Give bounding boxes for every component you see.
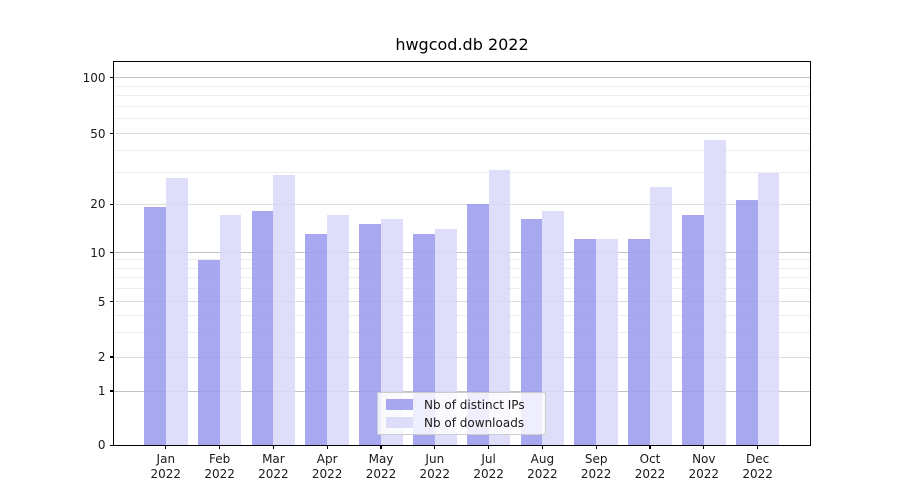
gridline-y-1: [114, 390, 810, 392]
bar-downloads-oct: [650, 186, 672, 445]
gridline-y-30: [114, 172, 810, 174]
gridline-y-40: [114, 150, 810, 152]
chart-title: hwgcod.db 2022: [395, 35, 529, 54]
x-tick-label-dec: Dec 2022: [742, 452, 773, 482]
bar-ips-jul: [466, 203, 489, 445]
bar-ips-jan: [143, 207, 166, 445]
x-tick-aug: [541, 445, 543, 450]
x-tick-label-jul: Jul 2022: [473, 452, 504, 482]
bar-downloads-aug: [542, 211, 565, 445]
x-tick-label-mar: Mar 2022: [258, 452, 289, 482]
gridline-y-10: [114, 252, 810, 253]
y-tick-label-10: 10: [90, 245, 106, 260]
y-tick-5: [109, 300, 114, 303]
y-tick-50: [109, 132, 114, 135]
x-tick-label-nov: Nov 2022: [688, 452, 720, 482]
bar-ips-mar: [251, 211, 274, 445]
gridline-y-3: [114, 331, 810, 333]
y-tick-2: [109, 356, 114, 358]
gridline-y-8: [114, 267, 810, 269]
x-tick-may: [380, 445, 382, 450]
x-tick-mar: [272, 445, 274, 450]
bar-downloads-jul: [488, 170, 511, 445]
bar-downloads-mar: [273, 175, 296, 445]
gridline-y-7: [114, 277, 810, 279]
x-tick-label-may: May 2022: [365, 452, 397, 482]
x-tick-dec: [757, 445, 759, 450]
y-tick-20: [109, 203, 114, 205]
gridline-y-90: [114, 85, 810, 87]
x-tick-nov: [703, 445, 705, 450]
legend-swatch-downloads: [386, 417, 413, 428]
x-tick-label-jun: Jun 2022: [419, 452, 451, 482]
bar-downloads-may: [381, 219, 403, 445]
bar-downloads-apr: [327, 215, 350, 445]
legend-item-distinct-ips: Nb of distinct IPs: [378, 397, 545, 412]
gridline-y-50: [114, 133, 810, 134]
x-tick-apr: [326, 445, 328, 450]
x-tick-jul: [488, 445, 490, 450]
x-tick-jan: [165, 445, 167, 450]
bar-downloads-jan: [165, 177, 188, 445]
legend-swatch-distinct-ips: [386, 399, 413, 410]
x-tick-feb: [219, 445, 221, 450]
gridline-y-80: [114, 95, 810, 97]
bar-downloads-sep: [596, 239, 619, 445]
gridline-y-100: [114, 77, 810, 78]
bar-ips-nov: [681, 215, 704, 445]
gridline-y-70: [114, 105, 810, 107]
bar-downloads-nov: [703, 139, 726, 445]
x-tick-label-apr: Apr 2022: [311, 452, 343, 482]
bar-downloads-jun: [434, 228, 457, 445]
bar-downloads-feb: [219, 215, 242, 445]
y-tick-1: [109, 390, 114, 392]
legend-label-downloads: Nb of downloads: [424, 415, 525, 430]
x-tick-label-feb: Feb 2022: [204, 452, 235, 482]
legend: Nb of distinct IPs Nb of downloads: [377, 392, 546, 435]
y-tick-label-5: 5: [97, 294, 106, 309]
y-tick-label-20: 20: [90, 197, 106, 212]
y-tick-100: [109, 76, 114, 79]
bar-ips-aug: [520, 219, 543, 445]
legend-item-downloads: Nb of downloads: [378, 415, 545, 430]
gridline-y-20: [114, 203, 810, 205]
x-tick-label-sep: Sep 2022: [580, 452, 612, 482]
bar-ips-dec: [735, 200, 758, 445]
bar-ips-sep: [574, 239, 597, 445]
y-tick-label-100: 100: [82, 70, 106, 85]
y-tick-label-2: 2: [97, 350, 106, 364]
bar-ips-feb: [197, 259, 220, 445]
legend-label-distinct-ips: Nb of distinct IPs: [424, 397, 525, 412]
gridline-y-6: [114, 288, 810, 290]
bar-downloads-dec: [757, 172, 780, 445]
gridline-y-9: [114, 259, 810, 261]
bar-ips-may: [359, 223, 381, 445]
y-tick-0: [109, 444, 114, 446]
gridline-y-60: [114, 118, 810, 120]
x-tick-label-jan: Jan 2022: [150, 452, 182, 482]
y-tick-10: [109, 251, 114, 254]
gridline-y-2: [114, 356, 810, 358]
plot-area: [113, 61, 811, 446]
y-tick-label-1: 1: [97, 384, 106, 398]
y-tick-label-50: 50: [90, 126, 106, 141]
x-tick-sep: [595, 445, 597, 450]
bar-ips-apr: [305, 233, 328, 445]
bar-ips-oct: [628, 239, 650, 445]
x-tick-label-oct: Oct 2022: [634, 452, 666, 482]
y-tick-label-0: 0: [97, 438, 106, 453]
x-tick-oct: [649, 445, 651, 450]
gridline-y-4: [114, 314, 810, 316]
x-tick-jun: [434, 445, 436, 450]
gridline-y-5: [114, 301, 810, 302]
x-tick-label-aug: Aug 2022: [527, 452, 558, 482]
